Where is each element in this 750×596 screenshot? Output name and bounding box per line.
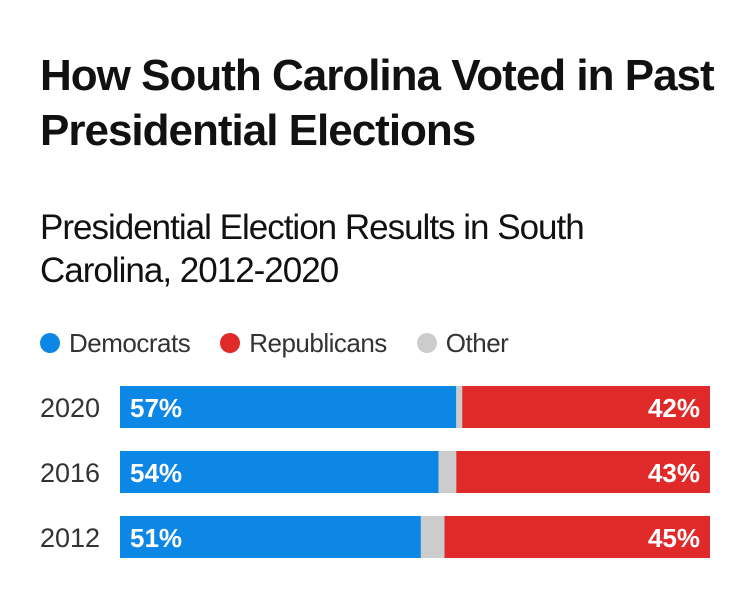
bar-republicans-2012: [444, 516, 710, 558]
page-title: How South Carolina Voted in Past Preside…: [40, 51, 715, 155]
category-label-2012: 2012: [40, 523, 100, 553]
legend-swatch-republicans: [220, 333, 241, 353]
bar-other-2020: [456, 386, 463, 428]
legend-item-republicans: Republicans: [220, 328, 387, 359]
data-label-republicans-2016: 43%: [648, 458, 700, 488]
bar-other-2012: [420, 516, 445, 558]
legend-swatch-democrats: [40, 333, 60, 353]
data-label-democrats-2020: 57%: [130, 393, 182, 423]
bar-republicans-2016: [456, 451, 710, 493]
category-label-2020: 2020: [40, 393, 100, 423]
category-label-2016: 2016: [40, 458, 100, 488]
data-label-democrats-2016: 54%: [130, 458, 182, 488]
bar-democrats-2012: [120, 516, 421, 558]
legend-label-republicans: Republicans: [249, 327, 387, 358]
legend-item-other: Other: [416, 327, 509, 359]
legend-label-democrats: Democrats: [69, 327, 191, 358]
data-label-democrats-2012: 51%: [130, 523, 182, 553]
legend-label-other: Other: [445, 327, 509, 358]
chart-legend: Democrats Republicans Other: [40, 328, 538, 358]
legend-swatch-other: [416, 333, 437, 353]
bar-democrats-2016: [120, 451, 439, 493]
data-label-republicans-2012: 45%: [648, 523, 700, 553]
bar-democrats-2020: [120, 386, 457, 428]
chart-title: Presidential Election Results in South C…: [40, 208, 585, 290]
data-label-republicans-2020: 42%: [648, 393, 700, 423]
legend-item-democrats: Democrats: [40, 327, 191, 359]
bar-other-2016: [438, 451, 457, 493]
bar-republicans-2020: [462, 386, 710, 428]
